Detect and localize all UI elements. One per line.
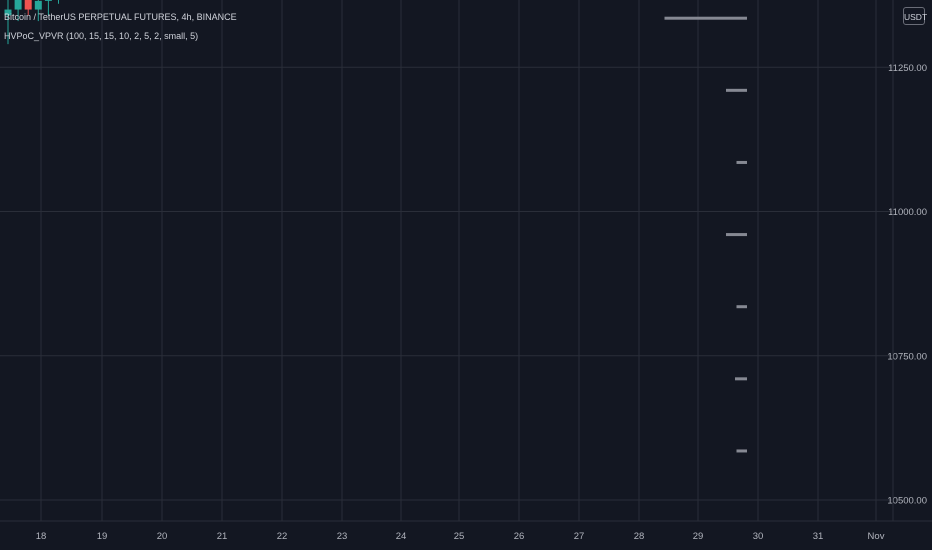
- time-tick-label: 29: [693, 531, 704, 542]
- profile-bar: [736, 160, 747, 164]
- candle: [44, 0, 52, 16]
- time-tick-label: 28: [634, 531, 645, 542]
- candle: [24, 0, 32, 16]
- profile-bar: [664, 16, 747, 20]
- profile-bar: [726, 88, 747, 92]
- price-tick-label: 11250.00: [888, 63, 927, 74]
- time-tick-label: 19: [97, 531, 108, 542]
- candle-body: [44, 0, 52, 1]
- time-tick-label: 31: [813, 531, 824, 542]
- candle: [4, 0, 12, 45]
- profile-bar: [736, 449, 747, 453]
- profile-bar: [736, 305, 747, 309]
- time-tick-label: 24: [396, 531, 407, 542]
- indicator-legend[interactable]: HVPoC_VPVR (100, 15, 15, 10, 2, 5, 2, sm…: [4, 31, 199, 41]
- candle-body: [14, 0, 22, 10]
- time-tick-label: 20: [157, 531, 168, 542]
- time-tick-label: 23: [337, 531, 348, 542]
- symbol-title: Bitcoin / TetherUS PERPETUAL FUTURES, 4h…: [4, 12, 237, 22]
- candle-body: [24, 0, 32, 10]
- grid-lines: [0, 0, 893, 521]
- time-tick-label: Nov: [868, 531, 885, 542]
- candlestick-series: [4, 0, 59, 45]
- price-tick-label: 11000.00: [888, 207, 927, 218]
- profile-bar: [735, 377, 747, 381]
- price-tick-label: 10500.00: [887, 496, 927, 507]
- candle-body: [4, 9, 12, 16]
- time-tick-label: 25: [454, 531, 465, 542]
- profile-bar: [726, 233, 747, 237]
- currency-unit-button[interactable]: USDT: [903, 7, 927, 25]
- time-tick-label: 27: [574, 531, 585, 542]
- candle-body: [34, 0, 42, 10]
- time-tick-label: 26: [514, 531, 525, 542]
- price-tick-label: 10750.00: [887, 351, 927, 362]
- time-tick-label: 22: [277, 531, 288, 542]
- time-tick-label: 18: [36, 531, 47, 542]
- time-axis[interactable]: 18 19 20 21 22 23 24 25 26 27 28 29 30 31 Nov: [0, 520, 932, 542]
- candle: [14, 0, 22, 22]
- volume-profile: 11400.36: [664, 16, 747, 453]
- price-axis[interactable]: 13750.0013500.0013250.0013000.0012750.00…: [887, 0, 927, 521]
- candle: [34, 0, 42, 22]
- candle: [58, 0, 59, 4]
- time-tick-label: 21: [217, 531, 228, 542]
- time-tick-label: 30: [753, 531, 764, 542]
